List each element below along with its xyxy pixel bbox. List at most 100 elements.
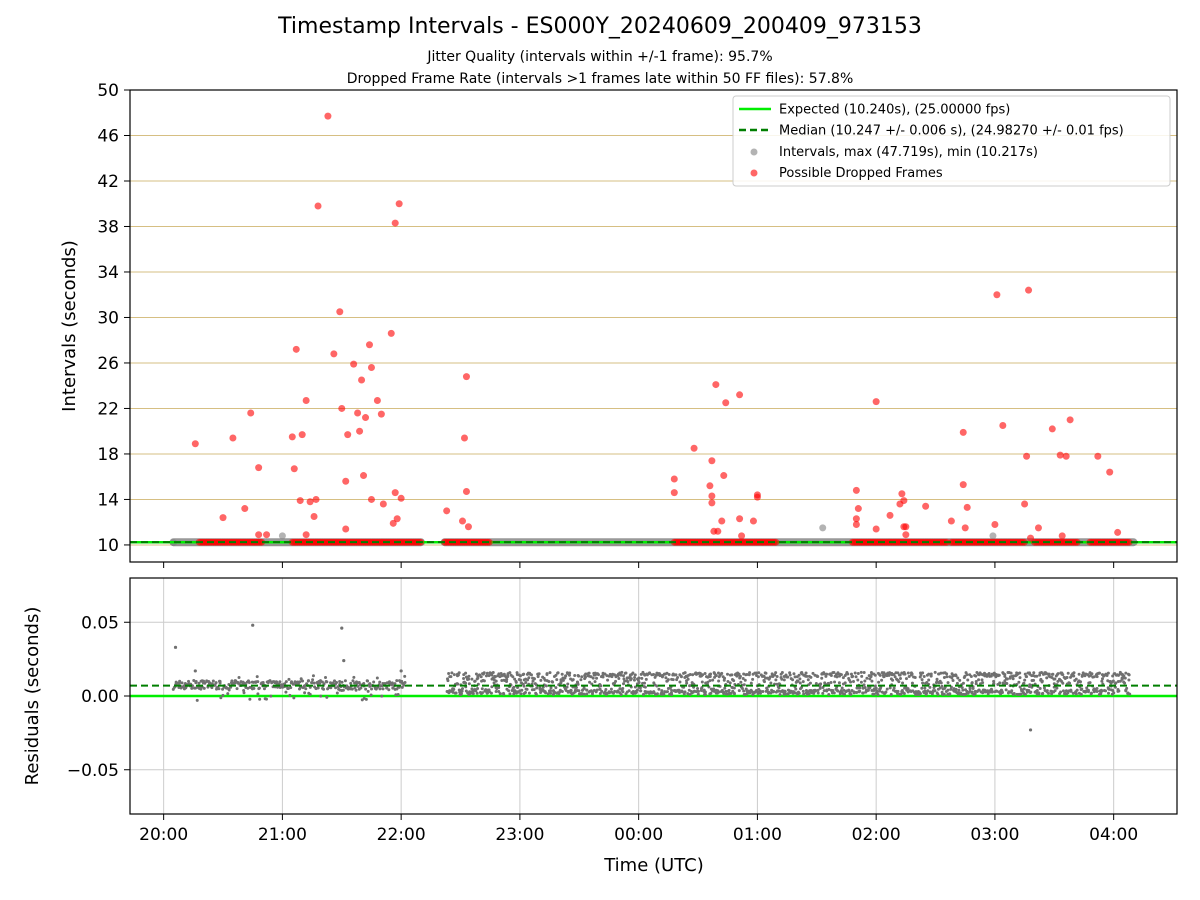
residual-point: [942, 692, 946, 696]
residual-point: [283, 682, 287, 686]
dropped-frame-point: [1056, 451, 1064, 459]
residual-point: [1022, 681, 1026, 685]
residual-point: [624, 671, 628, 675]
residual-point: [680, 690, 684, 694]
residual-point: [913, 676, 917, 680]
dropped-frame-point: [999, 422, 1007, 430]
residual-point: [614, 679, 618, 683]
dropped-frame-point: [900, 497, 908, 505]
residual-point: [1061, 689, 1065, 693]
residual-point: [585, 688, 589, 692]
residual-point: [508, 671, 512, 675]
residual-point: [1092, 675, 1096, 679]
residual-point: [194, 681, 198, 685]
residual-point: [904, 677, 908, 681]
residual-point: [671, 678, 675, 682]
residual-point: [919, 673, 923, 677]
residual-point: [319, 694, 323, 698]
residual-point: [732, 692, 736, 696]
residual-point: [809, 675, 813, 679]
residual-point: [872, 692, 876, 696]
bottom-y-axis-label: Residuals (seconds): [22, 607, 43, 786]
residual-point: [902, 691, 906, 695]
dropped-frame-point: [258, 538, 266, 546]
residual-point: [462, 677, 466, 681]
residual-point: [836, 671, 840, 675]
residual-point: [311, 678, 315, 682]
residual-point: [482, 671, 486, 675]
residual-point: [247, 680, 251, 684]
bottom-x-tick-label: 01:00: [733, 825, 782, 845]
residual-point: [901, 681, 905, 685]
residual-point: [751, 677, 755, 681]
residual-point: [619, 673, 623, 677]
residual-point: [1017, 680, 1021, 684]
residual-point: [1075, 688, 1079, 692]
residual-point: [1032, 678, 1036, 682]
residual-point: [849, 672, 853, 676]
residual-point: [896, 689, 900, 693]
residual-point: [726, 672, 730, 676]
bottom-x-tick-label: 21:00: [258, 825, 307, 845]
interval-point: [278, 532, 286, 540]
residual-point: [854, 675, 858, 679]
residual-point: [256, 680, 260, 684]
residual-point: [566, 689, 570, 693]
residual-point: [835, 675, 839, 679]
residual-point: [1018, 671, 1022, 675]
residual-point: [325, 695, 329, 699]
top-y-tick-label: 10: [97, 536, 119, 556]
residual-point: [193, 669, 197, 673]
dropped-frame-point: [852, 486, 860, 494]
residual-point: [210, 686, 214, 690]
dropped-frame-point: [360, 472, 368, 480]
residual-point: [467, 682, 471, 686]
residual-point: [450, 671, 454, 675]
residual-point: [374, 687, 378, 691]
residual-point: [449, 675, 453, 679]
dropped-frame-point: [886, 511, 894, 519]
residual-point: [929, 672, 933, 676]
dropped-frame-point: [338, 404, 346, 412]
dropped-frame-point: [720, 472, 728, 480]
residual-point: [1023, 692, 1027, 696]
residual-point: [1095, 686, 1099, 690]
residual-point: [1127, 673, 1131, 677]
residual-point: [873, 673, 877, 677]
residual-point: [364, 687, 368, 691]
residual-point: [445, 677, 449, 681]
residual-point: [482, 679, 486, 683]
residual-point: [529, 673, 533, 677]
dropped-frame-point: [718, 517, 726, 525]
bottom-x-tick-label: 23:00: [495, 825, 544, 845]
residual-point: [768, 675, 772, 679]
residual-point: [290, 680, 294, 684]
residual-point: [933, 689, 937, 693]
residual-point: [860, 674, 864, 678]
legend-box: [732, 95, 1171, 187]
residual-point: [523, 690, 527, 694]
residual-point: [492, 681, 496, 685]
residual-point: [742, 689, 746, 693]
dropped-frame-point: [1058, 532, 1066, 540]
residual-point: [487, 674, 491, 678]
residual-point: [1003, 674, 1007, 678]
dropped-frame-point: [367, 364, 375, 372]
residual-point: [885, 687, 889, 691]
legend-intervals-swatch: [750, 148, 758, 156]
residual-point: [527, 676, 531, 680]
residual-point: [580, 675, 584, 679]
residual-point: [677, 691, 681, 695]
residual-point: [1122, 674, 1126, 678]
residual-point: [632, 678, 636, 682]
residual-point: [841, 676, 845, 680]
residual-point: [798, 677, 802, 681]
residual-point: [621, 690, 625, 694]
residual-point: [772, 690, 776, 694]
residual-point: [368, 682, 372, 686]
residual-point: [754, 689, 758, 693]
residual-point: [666, 678, 670, 682]
dropped-frame-point: [302, 531, 310, 539]
residual-point: [906, 671, 910, 675]
residual-point: [532, 677, 536, 681]
